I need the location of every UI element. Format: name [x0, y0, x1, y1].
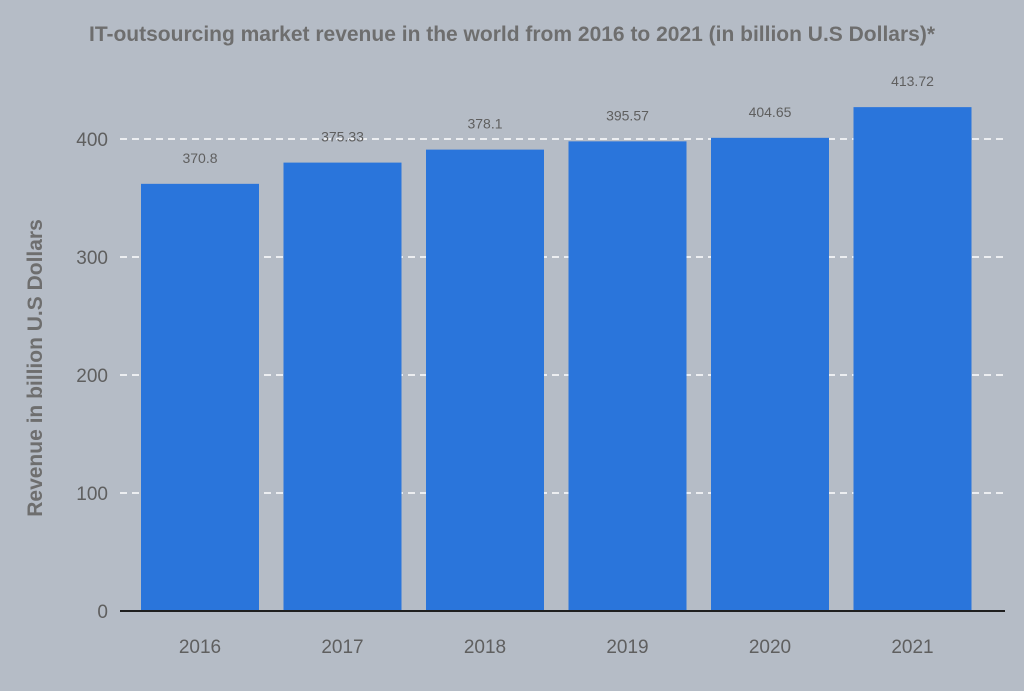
- bar: [853, 107, 972, 611]
- y-tick-label: 0: [97, 602, 108, 623]
- x-axis-ticks: 2016 2017 2018 2019 2020 2021: [179, 637, 934, 658]
- bar: [141, 183, 259, 611]
- data-label: 404.65: [749, 104, 792, 120]
- y-tick-label: 100: [76, 484, 108, 505]
- bar: [711, 137, 829, 611]
- data-label: 378.1: [467, 116, 502, 132]
- x-tick-label: 2020: [749, 637, 791, 658]
- bar: [426, 149, 544, 611]
- y-tick-label: 300: [76, 248, 108, 269]
- y-tick-label: 400: [76, 130, 108, 151]
- y-axis-label: Revenue in billion U.S Dollars: [24, 219, 47, 517]
- x-tick-label: 2021: [891, 637, 933, 658]
- bar: [568, 141, 687, 612]
- x-tick-label: 2016: [179, 637, 221, 658]
- bar: [283, 162, 402, 611]
- x-tick-label: 2019: [606, 637, 648, 658]
- data-label: 395.57: [606, 107, 649, 123]
- bars: [141, 107, 972, 612]
- x-tick-label: 2018: [464, 637, 506, 658]
- y-axis-ticks: 0 100 200 300 400: [76, 130, 108, 623]
- y-tick-label: 200: [76, 366, 108, 387]
- data-labels: 370.8 375.33 378.1 395.57 404.65 413.72: [182, 73, 934, 166]
- data-label: 375.33: [321, 129, 364, 145]
- data-label: 370.8: [182, 150, 217, 166]
- data-label: 413.72: [891, 73, 934, 89]
- chart-title: IT-outsourcing market revenue in the wor…: [89, 23, 936, 46]
- x-tick-label: 2017: [321, 637, 363, 658]
